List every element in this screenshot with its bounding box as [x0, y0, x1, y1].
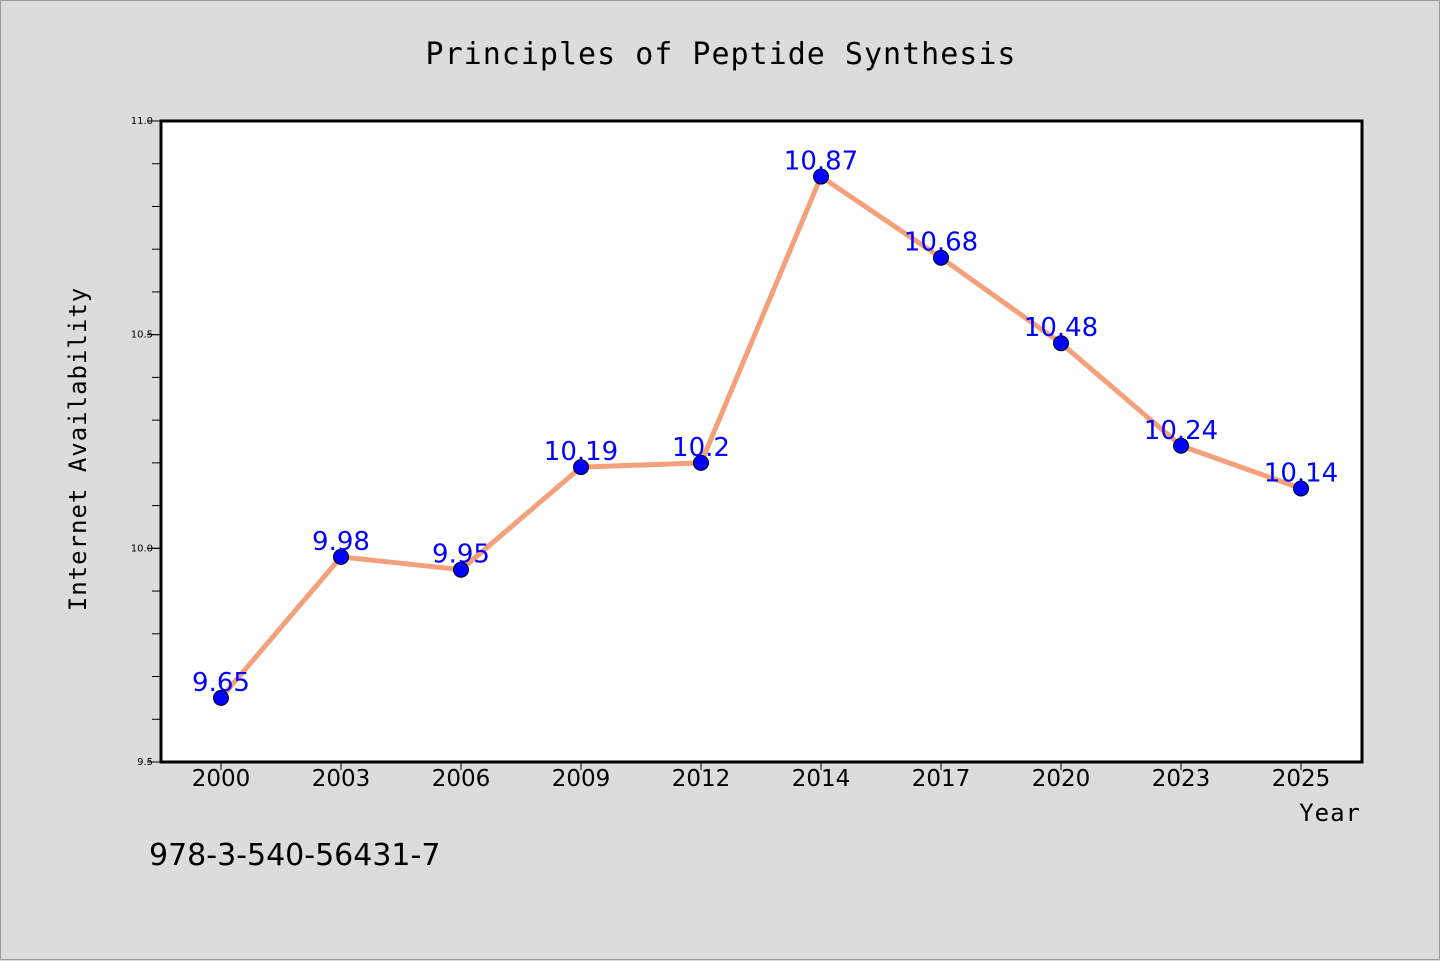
- y-tick-labels: 9.5 10.0 10.5 11.0: [131, 116, 153, 768]
- data-point: [1053, 335, 1069, 352]
- y-tick-label: 9.5: [137, 757, 153, 768]
- y-tick-label: 10.0: [131, 543, 153, 554]
- x-tick-label: 2006: [432, 766, 491, 792]
- data-label: 10.68: [904, 228, 978, 258]
- x-tick-label: 2014: [792, 766, 851, 792]
- data-point: [693, 454, 709, 471]
- y-axis-label: Internet Availability: [64, 287, 92, 611]
- y-tick-label: 11.0: [131, 116, 153, 127]
- data-label: 9.95: [432, 540, 490, 570]
- data-label: 10.48: [1024, 313, 1098, 343]
- series-markers: [213, 168, 1309, 706]
- data-point: [213, 689, 229, 706]
- x-tick-label: 2012: [672, 766, 731, 792]
- x-tick-label: 2000: [192, 766, 251, 792]
- plot-area: [161, 121, 1362, 762]
- data-point: [933, 249, 949, 266]
- data-point: [573, 459, 589, 476]
- data-label: 10.14: [1264, 459, 1338, 489]
- y-major-ticks: [147, 120, 161, 763]
- series-line: [218, 174, 1304, 701]
- data-label: 9.98: [312, 527, 370, 557]
- x-tick-labels: 2000 2003 2006 2009 2012 2014 2017 2020 2023 2025: [192, 766, 1331, 792]
- data-point: [813, 168, 829, 185]
- x-tick-label: 2025: [1272, 766, 1331, 792]
- data-point: [1173, 437, 1189, 454]
- data-point: [333, 548, 349, 565]
- x-axis-label: Year: [1299, 799, 1361, 827]
- footer-code: 978-3-540-56431-7: [149, 838, 440, 873]
- data-point: [1293, 480, 1309, 497]
- y-tick-label: 10.5: [131, 330, 153, 341]
- data-label: 10.24: [1144, 416, 1218, 446]
- x-tick-label: 2023: [1152, 766, 1211, 792]
- x-tick-label: 2003: [312, 766, 371, 792]
- data-label: 10.19: [544, 437, 618, 467]
- x-tick-label: 2020: [1032, 766, 1091, 792]
- x-tick-label: 2017: [912, 766, 971, 792]
- data-label: 10.87: [784, 147, 858, 177]
- data-label: 9.65: [192, 668, 250, 698]
- data-point: [453, 561, 469, 578]
- data-labels: 9.65 9.98 9.95 10.19 10.2 10.87 10.68 10.48 10.2…: [192, 147, 1338, 698]
- chart-title: Principles of Peptide Synthesis: [426, 37, 1017, 72]
- data-label: 10.2: [672, 433, 730, 463]
- plot-frame: [159, 119, 1364, 764]
- x-tick-label: 2009: [552, 766, 611, 792]
